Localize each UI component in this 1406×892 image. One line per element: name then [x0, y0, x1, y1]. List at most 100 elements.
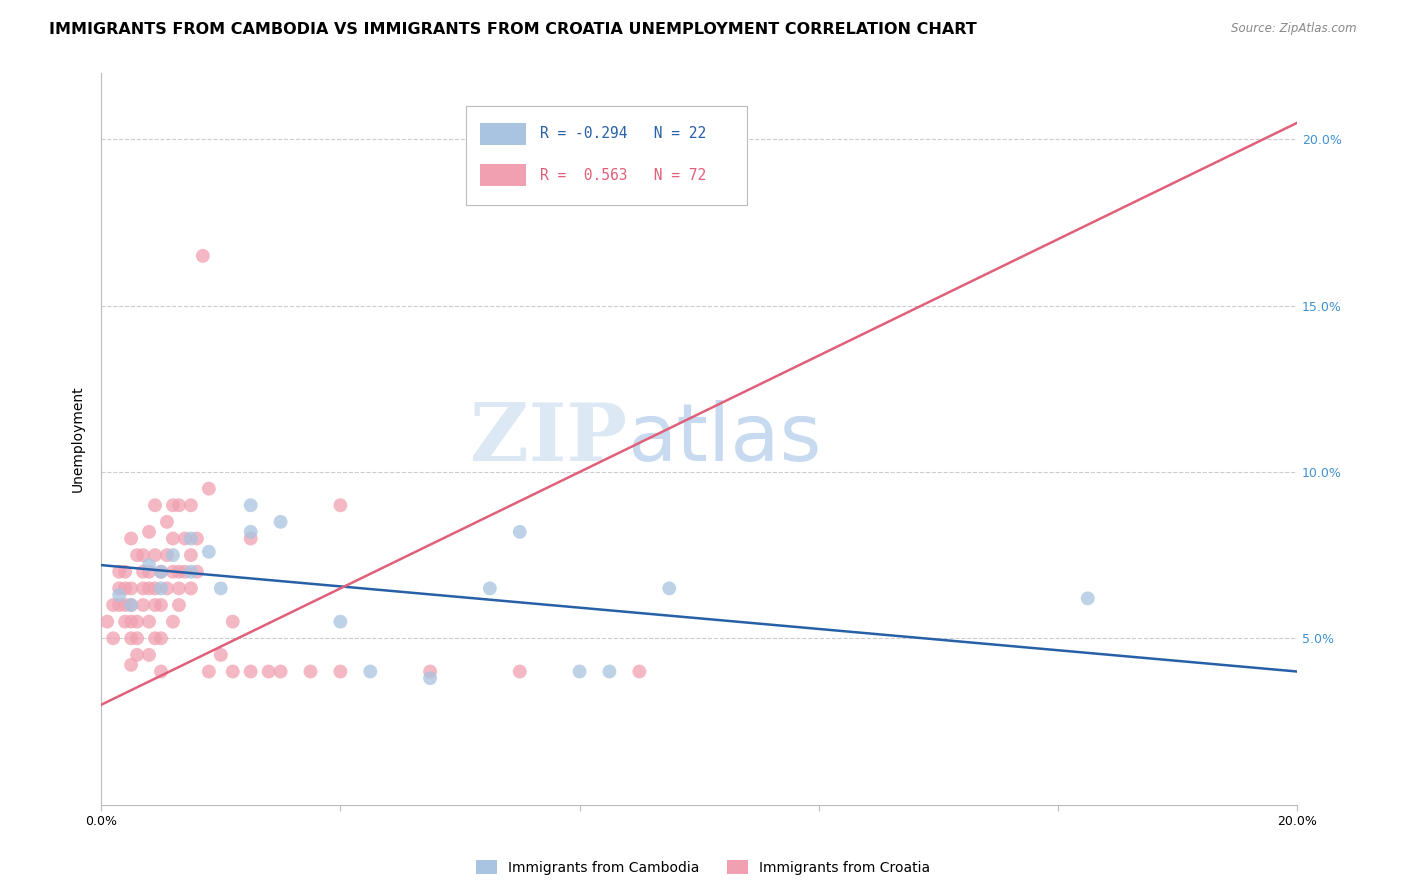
Point [127, 632, 149, 646]
Text: Source: ZipAtlas.com: Source: ZipAtlas.com [1232, 22, 1357, 36]
Point [108, 588, 131, 602]
Point [143, 598, 166, 612]
Point [359, 665, 381, 679]
Point [138, 524, 160, 539]
Point [96, 615, 118, 629]
Point [143, 582, 166, 596]
Point [114, 582, 136, 596]
Point [143, 548, 166, 562]
Point [120, 615, 142, 629]
Point [198, 545, 221, 559]
Point [114, 615, 136, 629]
Point [108, 598, 131, 612]
Point [150, 582, 173, 596]
Point [156, 548, 179, 562]
Point [162, 498, 184, 512]
Point [162, 565, 184, 579]
Point [180, 498, 202, 512]
Point [108, 565, 131, 579]
Point [120, 598, 142, 612]
Y-axis label: Unemployment: Unemployment [72, 385, 86, 492]
Point [167, 598, 190, 612]
Point [239, 498, 262, 512]
Point [132, 548, 155, 562]
Point [156, 582, 179, 596]
Text: R =  0.563   N = 72: R = 0.563 N = 72 [540, 168, 706, 183]
Text: ZIP: ZIP [471, 400, 627, 478]
Point [132, 582, 155, 596]
Point [127, 648, 149, 662]
Point [101, 598, 124, 612]
FancyBboxPatch shape [465, 106, 747, 204]
Point [180, 532, 202, 546]
Point [257, 665, 280, 679]
Point [150, 565, 173, 579]
Point [132, 598, 155, 612]
Point [162, 532, 184, 546]
Point [186, 565, 208, 579]
Point [478, 582, 501, 596]
Point [120, 582, 142, 596]
Point [174, 532, 197, 546]
Point [114, 565, 136, 579]
Point [127, 548, 149, 562]
Point [108, 582, 131, 596]
Point [419, 671, 441, 685]
Point [239, 532, 262, 546]
Point [143, 498, 166, 512]
Point [329, 665, 352, 679]
Point [222, 665, 245, 679]
Point [162, 548, 184, 562]
Point [509, 665, 531, 679]
Point [180, 582, 202, 596]
Point [167, 498, 190, 512]
Point [198, 482, 221, 496]
Point [138, 565, 160, 579]
Point [598, 665, 620, 679]
Point [120, 598, 142, 612]
Point [658, 582, 681, 596]
Point [174, 565, 197, 579]
Text: R = -0.294   N = 22: R = -0.294 N = 22 [540, 126, 706, 141]
Point [167, 582, 190, 596]
Point [127, 615, 149, 629]
Point [198, 665, 221, 679]
Text: atlas: atlas [627, 400, 821, 478]
Point [270, 665, 292, 679]
Point [628, 665, 651, 679]
Point [167, 565, 190, 579]
Point [239, 665, 262, 679]
Point [299, 665, 322, 679]
Point [114, 598, 136, 612]
Point [329, 498, 352, 512]
Point [138, 582, 160, 596]
Point [120, 532, 142, 546]
Point [239, 524, 262, 539]
Point [270, 515, 292, 529]
Point [150, 565, 173, 579]
Bar [481, 123, 526, 145]
Point [209, 582, 232, 596]
Point [120, 632, 142, 646]
Point [1077, 591, 1099, 606]
Point [138, 648, 160, 662]
Point [568, 665, 591, 679]
Point [186, 532, 208, 546]
Point [132, 565, 155, 579]
Point [191, 249, 214, 263]
Point [101, 632, 124, 646]
Point [143, 632, 166, 646]
Point [120, 657, 142, 672]
Point [329, 615, 352, 629]
Point [162, 615, 184, 629]
Point [509, 524, 531, 539]
Point [138, 615, 160, 629]
Point [156, 515, 179, 529]
Point [138, 558, 160, 573]
Legend: Immigrants from Cambodia, Immigrants from Croatia: Immigrants from Cambodia, Immigrants fro… [471, 855, 935, 880]
Point [150, 665, 173, 679]
Point [150, 632, 173, 646]
Point [150, 598, 173, 612]
Bar [481, 164, 526, 186]
Point [180, 565, 202, 579]
